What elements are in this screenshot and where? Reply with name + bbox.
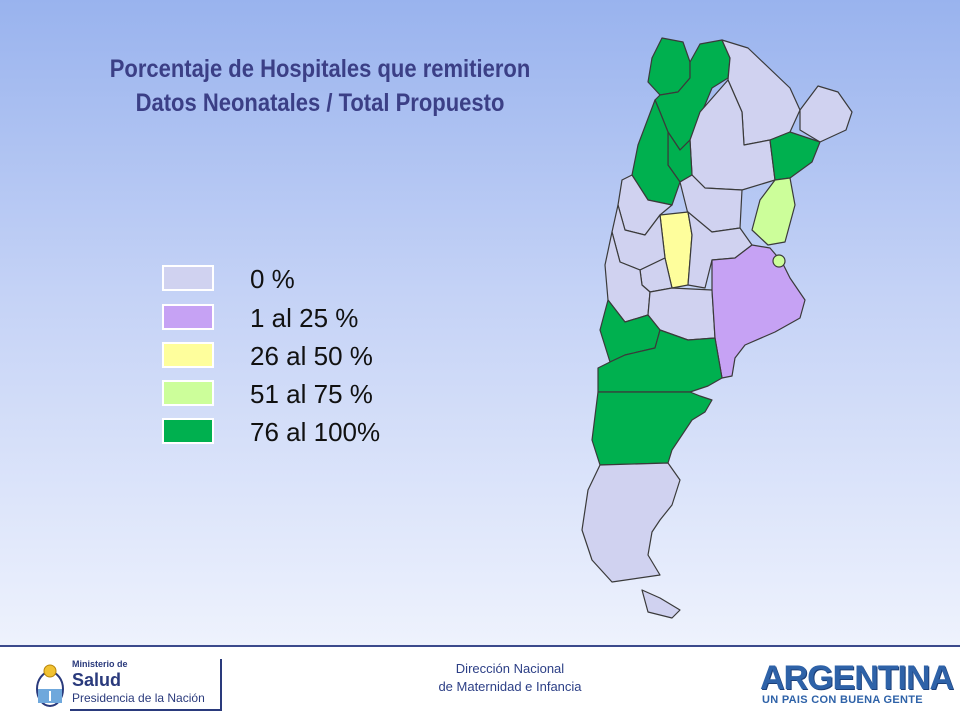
legend-label-4: 76 al 100% [250,417,381,447]
footer-divider [0,645,960,647]
province-chubut [591,391,713,466]
slide-title: Porcentaje de Hospitales que remitieron … [65,52,575,120]
slide-background [0,0,960,645]
ciudad-buenos-aires-marker [772,254,786,268]
legend-swatch-3 [162,380,214,406]
legend-swatch-4 [162,418,214,444]
ministry-line-2: Salud [72,670,122,690]
brand-word: ARGENTINA [760,659,954,697]
province-corrientes [769,131,821,181]
province-misiones [799,85,853,143]
argentina-brand-logo: ARGENTINA UN PAIS CON BUENA GENTE [760,660,954,708]
footer-department: Dirección Nacional de Maternidad e Infan… [380,660,640,696]
ministry-line-3: Presidencia de la Nación [72,691,205,705]
title-line-1: Porcentaje de Hospitales que remitieron [109,55,531,83]
legend-label-1: 1 al 25 % [250,303,359,333]
legend-label-2: 26 al 50 % [250,341,373,371]
ministry-line-1: Ministerio de [72,659,128,669]
footer-line-1: Dirección Nacional [455,661,565,676]
title-line-2: Datos Neonatales / Total Propuesto [135,89,505,117]
ministry-logo: Ministerio de Salud Presidencia de la Na… [30,655,225,715]
legend-swatch-0 [162,265,214,291]
province-entre-rios [751,177,796,246]
ministry-text: Ministerio de Salud Presidencia de la Na… [72,659,205,706]
province-santa-cruz [581,462,681,583]
legend-label-0: 0 % [250,264,295,294]
legend-label-3: 51 al 75 % [250,379,373,409]
province-buenos-aires [711,244,806,379]
province-tierra-del-fuego [641,589,681,619]
argentina-map [581,37,853,619]
legend-swatch-2 [162,342,214,368]
legend-swatch-1 [162,304,214,330]
brand-tagline: UN PAIS CON BUENA GENTE [762,694,923,706]
ministry-box [70,659,222,711]
national-seal-icon [36,664,64,707]
footer-line-2: de Maternidad e Infancia [438,679,582,694]
